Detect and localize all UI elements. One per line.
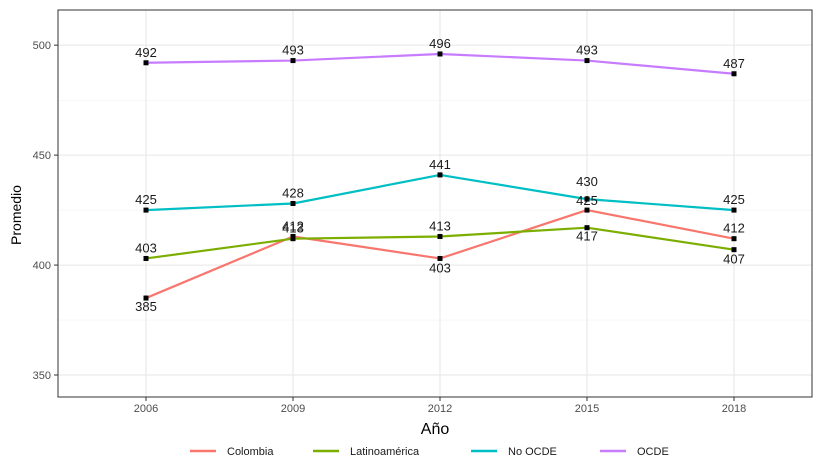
data-point-colombia — [437, 255, 443, 261]
data-label-latinoam-rica: 407 — [723, 252, 745, 267]
data-label-colombia: 403 — [429, 260, 451, 275]
data-point-latinoam-rica — [584, 225, 590, 231]
plot-panel-border — [57, 9, 813, 398]
x-axis-title: Año — [421, 421, 450, 438]
data-point-no-ocde — [143, 207, 149, 213]
data-point-ocde — [731, 71, 737, 77]
data-label-ocde: 493 — [576, 43, 598, 58]
legend: Colombia Latinoamérica No OCDE OCDE — [190, 446, 669, 458]
data-point-colombia — [143, 295, 149, 301]
data-label-ocde: 493 — [282, 43, 304, 58]
y-tick-label: 350 — [33, 370, 51, 382]
data-point-no-ocde — [731, 207, 737, 213]
data-label-no-ocde: 441 — [429, 157, 451, 172]
data-point-latinoam-rica — [437, 233, 443, 239]
x-tick-label: 2009 — [281, 403, 305, 415]
data-label-latinoam-rica: 413 — [429, 218, 451, 233]
grid — [58, 10, 812, 397]
legend-label-colombia: Colombia — [227, 446, 274, 458]
axis-ticks: 350 400 450 500 2006 2009 2012 2015 2018 — [33, 40, 747, 415]
data-point-no-ocde — [584, 196, 590, 202]
data-label-colombia: 385 — [135, 299, 157, 314]
y-axis-title: Promedio — [8, 185, 24, 245]
data-label-ocde: 487 — [723, 56, 745, 71]
data-point-ocde — [584, 58, 590, 64]
x-tick-label: 2006 — [134, 403, 158, 415]
data-label-latinoam-rica: 413 — [282, 221, 304, 236]
y-tick-label: 500 — [33, 40, 51, 52]
series-points — [143, 51, 737, 301]
data-point-latinoam-rica — [290, 236, 296, 242]
data-label-colombia: 425 — [576, 193, 598, 208]
data-point-colombia — [584, 207, 590, 213]
data-label-colombia: 412 — [282, 218, 304, 233]
data-label-no-ocde: 430 — [576, 174, 598, 189]
data-label-no-ocde: 425 — [135, 192, 157, 207]
data-point-ocde — [143, 60, 149, 66]
data-label-ocde: 492 — [135, 45, 157, 60]
y-tick-label: 450 — [33, 150, 51, 162]
data-point-latinoam-rica — [143, 255, 149, 261]
data-label-no-ocde: 425 — [723, 192, 745, 207]
data-label-latinoam-rica: 403 — [135, 240, 157, 255]
data-label-ocde: 496 — [429, 36, 451, 51]
data-point-colombia — [731, 236, 737, 242]
x-tick-label: 2018 — [722, 403, 746, 415]
data-point-no-ocde — [437, 172, 443, 178]
x-tick-label: 2012 — [428, 403, 452, 415]
x-tick-label: 2015 — [575, 403, 599, 415]
y-tick-label: 400 — [33, 260, 51, 272]
data-point-ocde — [437, 51, 443, 57]
data-point-no-ocde — [290, 201, 296, 206]
legend-label-latinoam-rica: Latinoamérica — [350, 446, 420, 458]
data-label-no-ocde: 428 — [282, 186, 304, 201]
data-labels: 385 412 403 425 412 403 413 413 417 407 425 428 441 4… — [135, 36, 745, 314]
legend-label-no-ocde: No OCDE — [508, 446, 557, 458]
data-label-latinoam-rica: 417 — [576, 229, 598, 244]
legend-label-ocde: OCDE — [637, 446, 669, 458]
data-point-latinoam-rica — [731, 247, 737, 253]
data-label-colombia: 412 — [723, 221, 745, 236]
data-point-ocde — [290, 58, 296, 64]
